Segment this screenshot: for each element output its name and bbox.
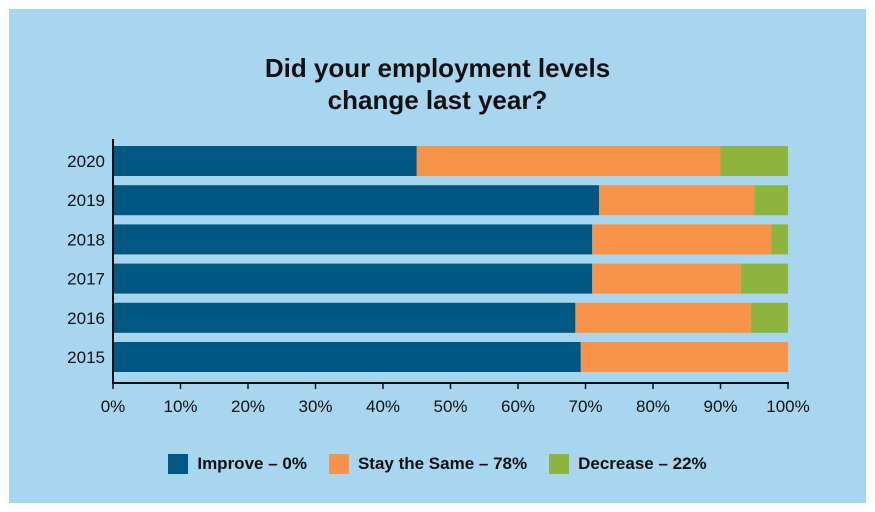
x-tick-label-5: 50% [433, 397, 467, 416]
legend-swatch-same [328, 454, 349, 474]
chart-title-line-1: Did your employment levels [264, 53, 611, 83]
chart-background [9, 9, 866, 503]
bar-2015-series-1 [580, 342, 788, 372]
bar-2017-series-1 [592, 263, 741, 294]
bar-2018-series-0 [113, 224, 593, 255]
legend-swatch-decrease [549, 454, 570, 474]
legend-label-improve: Improve – 0% [197, 454, 307, 473]
legend-swatch-improve [168, 454, 189, 474]
bar-2018-series-1 [592, 224, 772, 255]
x-tick-label-4: 40% [366, 397, 400, 416]
bar-2020-series-2 [720, 146, 788, 176]
y-tick-label-2020: 2020 [67, 152, 105, 171]
x-tick-label-9: 90% [703, 397, 737, 416]
bar-2019-series-2 [754, 185, 788, 216]
y-tick-label-2016: 2016 [67, 309, 105, 328]
bar-2016-series-1 [575, 302, 751, 333]
bar-2020-series-0 [113, 146, 417, 176]
y-tick-label-2019: 2019 [67, 191, 105, 210]
legend-item-decrease: Decrease – 22% [549, 454, 707, 474]
x-tick-label-6: 60% [501, 397, 535, 416]
bar-2019-series-1 [599, 185, 755, 216]
bar-2020-series-1 [416, 146, 721, 176]
legend: Improve – 0% Stay the Same – 78% Decreas… [0, 454, 875, 474]
x-tick-label-8: 80% [636, 397, 670, 416]
legend-label-same: Stay the Same – 78% [357, 454, 528, 473]
bar-2017-series-2 [740, 263, 788, 294]
bar-2019-series-0 [113, 185, 599, 216]
legend-label-decrease: Decrease – 22% [578, 454, 707, 473]
bar-2016-series-0 [113, 302, 576, 333]
bar-2018-series-2 [771, 224, 789, 255]
y-tick-label-2015: 2015 [67, 348, 105, 367]
legend-item-improve: Improve – 0% [168, 454, 307, 474]
y-tick-label-2018: 2018 [67, 230, 105, 249]
x-tick-label-1: 10% [163, 397, 197, 416]
x-tick-label-2: 20% [231, 397, 265, 416]
y-tick-label-2017: 2017 [67, 270, 105, 289]
x-tick-label-0: 0% [101, 397, 126, 416]
bar-2017-series-0 [113, 263, 593, 294]
bar-2015-series-0 [113, 342, 581, 372]
bar-2016-series-2 [750, 302, 789, 333]
chart-title-line-2: change last year? [327, 85, 548, 115]
x-tick-label-10: 100% [766, 397, 809, 416]
x-tick-label-3: 30% [298, 397, 332, 416]
legend-item-same: Stay the Same – 78% [328, 454, 528, 474]
chart-title: Did your employment levels change last y… [0, 52, 875, 116]
x-tick-label-7: 70% [568, 397, 602, 416]
